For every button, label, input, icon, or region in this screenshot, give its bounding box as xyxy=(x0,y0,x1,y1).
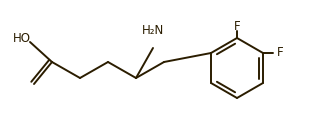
Text: HO: HO xyxy=(13,31,31,45)
Text: H₂N: H₂N xyxy=(142,24,164,36)
Text: F: F xyxy=(277,46,284,60)
Text: F: F xyxy=(234,21,240,33)
